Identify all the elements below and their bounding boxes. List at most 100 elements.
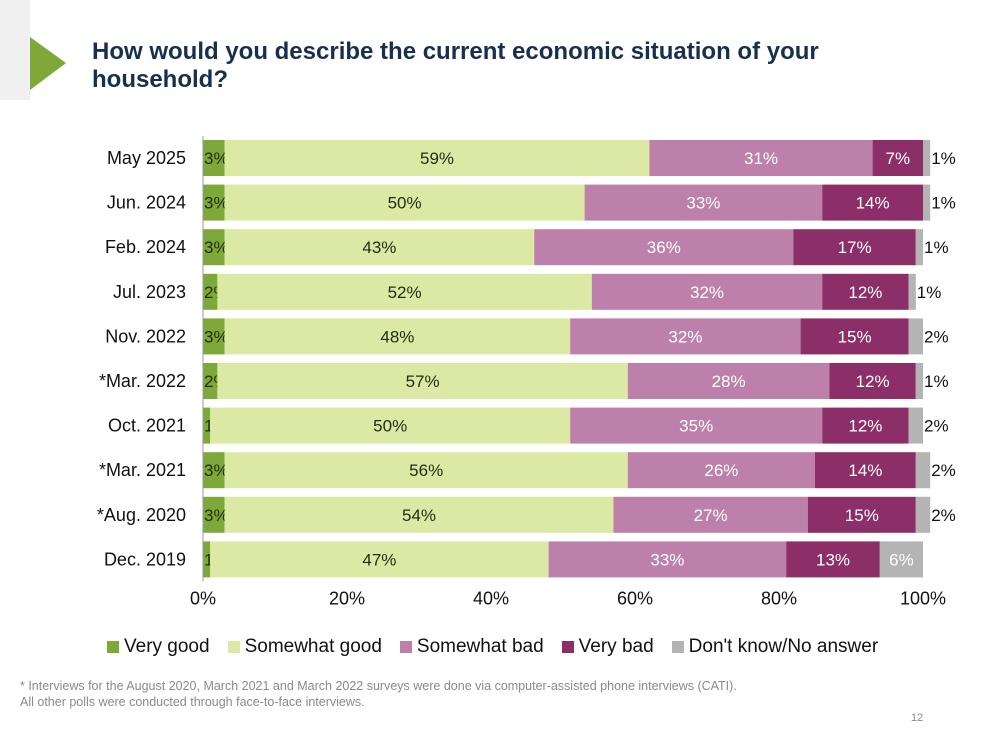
data-label: 36% [647,238,681,257]
data-label: 50% [388,194,422,213]
bar-segment [786,541,880,578]
x-tick-label: 20% [329,588,365,608]
data-label: 14% [856,194,890,213]
bar-segment [807,496,916,533]
x-tick-label: 60% [617,588,653,608]
stacked-bar-chart: May 2025 3% 59% 31% 7% 1% Jun. 2024 3% 50% 33% 14%… [97,136,956,608]
data-label: 3% [204,461,229,480]
data-label: 15% [838,327,872,346]
legend-label: Don't know/No answer [688,636,879,657]
bar-segment [203,184,225,221]
data-label: 1% [924,372,949,391]
page-title: How would you describe the current econo… [92,38,819,93]
legend-entry: Very bad [561,636,654,658]
bar-segment [923,140,931,176]
page-number: 12 [911,712,924,724]
bar-segment [203,496,225,533]
bar-segment [203,318,225,355]
data-label: 3% [204,149,229,168]
legend-entry: Somewhat good [227,636,382,658]
bar-segment [649,140,873,176]
data-label: 3% [204,238,229,257]
category-label: May 2025 [107,148,186,168]
bar-segment [224,140,650,176]
category-label: *Mar. 2022 [99,371,186,391]
category-label: Jun. 2024 [107,193,186,213]
bar-segment [210,407,571,444]
data-label: 1% [931,149,956,168]
category-label: *Mar. 2021 [99,460,186,480]
bar-segment [627,452,815,489]
bar-segment [915,229,923,266]
bar-segment [203,363,218,399]
bar-segment [224,229,535,266]
data-label: 15% [845,506,879,525]
bar-segment [923,184,931,221]
data-label: 52% [388,283,422,302]
footnote-line-2: All other polls were conducted through f… [20,695,365,709]
bar-segment [534,229,794,266]
data-label: 1% [917,283,942,302]
data-label: 1% [924,238,949,257]
category-label: *Aug. 2020 [97,505,186,525]
bar-segment [224,452,628,489]
legend-swatch [671,641,684,653]
data-label: 12% [856,372,890,391]
legend-swatch [561,641,574,653]
data-label: 3% [204,327,229,346]
bar-segment [591,273,823,310]
category-label: Dec. 2019 [104,549,186,569]
bar-segment [829,363,916,399]
bar-segment [570,318,801,355]
data-label: 12% [848,283,882,302]
bar-segment [584,184,823,221]
legend-label: Very bad [578,636,654,657]
x-tick-label: 0% [190,588,216,608]
data-label: 31% [744,149,778,168]
legend-label: Somewhat good [244,636,382,657]
bar-segment [203,273,218,310]
bar-segment [879,541,923,578]
bar-segment [915,496,931,533]
bar-segment [793,229,916,266]
data-label: 26% [704,461,738,480]
x-tick-label: 40% [473,588,509,608]
data-label: 56% [409,461,443,480]
data-label: 43% [362,238,396,257]
bar-segment [908,318,923,355]
data-label: 35% [679,417,713,436]
legend-swatch [399,641,412,653]
legend-swatch [107,641,119,653]
bar-segment [570,407,823,444]
bar-segment [613,496,808,533]
footnote: * Interviews for the August 2020, March … [20,678,737,710]
data-label: 2% [931,461,956,480]
bar-segment [548,541,787,578]
bar-segment [822,184,923,221]
bar-segment [203,407,211,444]
bar-segment [217,273,592,310]
bar-segment [815,452,916,489]
bar-segment [908,407,923,444]
bar-segment [224,496,614,533]
bar-segment [224,184,585,221]
bar-segment [822,407,909,444]
data-label: 50% [373,417,407,436]
bar-segment [872,140,923,176]
bar-segment [822,273,909,310]
data-label: 13% [816,550,850,569]
data-label: 32% [690,283,724,302]
data-label: 27% [694,506,728,525]
bar-segment [203,541,211,578]
x-tick-label: 80% [761,588,797,608]
data-label: 12% [848,417,882,436]
bar-segment [627,363,830,399]
data-label: 54% [402,506,436,525]
category-label: Jul. 2023 [113,282,186,302]
chart-legend: Very good Somewhat good Somewhat bad Very b… [107,636,878,658]
data-label: 3% [204,506,229,525]
data-label: 28% [712,372,746,391]
data-label: 48% [380,327,414,346]
data-label: 3% [204,194,229,213]
bar-segment [908,273,916,310]
